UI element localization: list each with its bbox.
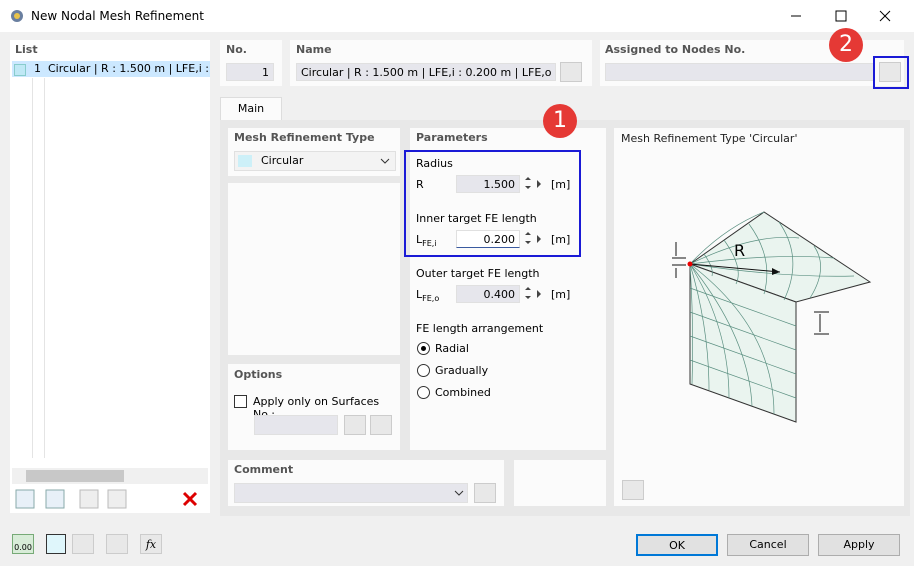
outer-heading: Outer target FE length: [416, 267, 540, 280]
list-item[interactable]: 1 Circular | R : 1.500 m | LFE,i : 0.20: [12, 61, 210, 77]
tree-line: [32, 78, 33, 458]
color-swatch: [238, 155, 252, 167]
symbol: L: [416, 288, 423, 301]
no-input[interactable]: 1: [226, 63, 274, 81]
assigned-label: Assigned to Nodes No.: [605, 43, 746, 56]
options-panel: Options Apply only on Surfaces No.:: [228, 364, 400, 450]
highlight-box: [404, 150, 581, 257]
edit-name-button[interactable]: [560, 62, 582, 82]
inner-symbol: LFE,i: [416, 233, 437, 248]
parameters-title: Parameters: [416, 131, 488, 144]
assigned-input[interactable]: [605, 63, 875, 81]
list-panel: List 1 Circular | R : 1.500 m | LFE,i : …: [10, 40, 210, 513]
app-icon: [11, 10, 23, 22]
callout: 1: [543, 104, 577, 138]
radius-unit: [m]: [551, 178, 571, 191]
radio-label: Gradually: [435, 364, 489, 377]
item-no: 1: [34, 62, 41, 75]
type-dropdown[interactable]: Circular: [234, 151, 396, 171]
comment-button[interactable]: [474, 483, 496, 503]
window-title: New Nodal Mesh Refinement: [31, 9, 204, 23]
preview-button[interactable]: [622, 480, 644, 500]
preview-title: Mesh Refinement Type 'Circular': [621, 132, 798, 145]
color-button[interactable]: [46, 534, 66, 554]
radius-heading: Radius: [416, 157, 453, 170]
empty-panel: [228, 183, 400, 355]
comment-input[interactable]: [234, 483, 468, 503]
name-panel: Name Circular | R : 1.500 m | LFE,i : 0.…: [290, 40, 592, 86]
spinners[interactable]: [522, 175, 546, 305]
toolbar-button[interactable]: [72, 534, 94, 554]
list-toolbar[interactable]: [14, 488, 206, 512]
name-input[interactable]: Circular | R : 1.500 m | LFE,i : 0.200 m…: [296, 63, 556, 81]
radius-input[interactable]: 1.500: [456, 175, 520, 193]
cancel-button[interactable]: Cancel: [727, 534, 809, 556]
radio[interactable]: [417, 386, 430, 399]
no-panel: No. 1: [220, 40, 282, 86]
subscript: FE,o: [422, 294, 440, 304]
parameters-panel: Parameters Radius R 1.500 [m] Inner targ…: [410, 128, 606, 450]
outer-symbol: LFE,o: [416, 288, 439, 303]
comment-panel: Comment: [228, 460, 504, 506]
formula-button[interactable]: fx: [140, 534, 162, 554]
type-label: Mesh Refinement Type: [234, 131, 375, 144]
options-title: Options: [234, 368, 283, 381]
callout: 2: [829, 28, 863, 62]
pick-button[interactable]: [344, 415, 366, 435]
radio-label: Combined: [435, 386, 491, 399]
radio[interactable]: [417, 342, 430, 355]
inner-unit: [m]: [551, 233, 571, 246]
list-header: List: [15, 43, 38, 56]
arrangement-heading: FE length arrangement: [416, 322, 544, 335]
tree-line: [44, 78, 45, 458]
scrollbar[interactable]: [12, 468, 208, 484]
outer-unit: [m]: [551, 288, 571, 301]
color-swatch: [14, 64, 26, 76]
radius-symbol: R: [416, 178, 424, 191]
title-bar: New Nodal Mesh Refinement: [0, 0, 914, 32]
pick-nodes-button[interactable]: [879, 62, 901, 82]
units-button[interactable]: 0.00: [12, 534, 34, 554]
window-controls[interactable]: [788, 8, 898, 24]
symbol: L: [416, 233, 423, 246]
surfaces-input[interactable]: [254, 415, 338, 435]
dropdown-arrow: [380, 158, 390, 164]
ok-button[interactable]: OK: [636, 534, 718, 556]
inner-heading: Inner target FE length: [416, 212, 537, 225]
highlight-box: [873, 56, 909, 89]
subscript: FE,i: [422, 239, 437, 249]
radius-label: R: [734, 241, 745, 260]
apply-button[interactable]: Apply: [818, 534, 900, 556]
find-button[interactable]: [370, 415, 392, 435]
blank-panel: [514, 460, 606, 506]
name-label: Name: [296, 43, 332, 56]
dropdown-arrow: [454, 490, 464, 496]
no-label: No.: [226, 43, 247, 56]
preview-diagram: R: [672, 211, 872, 423]
radio[interactable]: [417, 364, 430, 377]
checkbox[interactable]: [234, 395, 247, 408]
radio-label: Radial: [435, 342, 469, 355]
comment-label: Comment: [234, 463, 294, 476]
type-panel: Mesh Refinement Type Circular: [228, 128, 400, 176]
item-text: Circular | R : 1.500 m | LFE,i : 0.20: [48, 62, 210, 75]
inner-input[interactable]: 0.200: [456, 230, 520, 248]
toolbar-button[interactable]: [106, 534, 128, 554]
tab[interactable]: Main: [220, 97, 282, 121]
preview-panel: Mesh Refinement Type 'Circular' R: [614, 128, 904, 506]
outer-input[interactable]: 0.400: [456, 285, 520, 303]
